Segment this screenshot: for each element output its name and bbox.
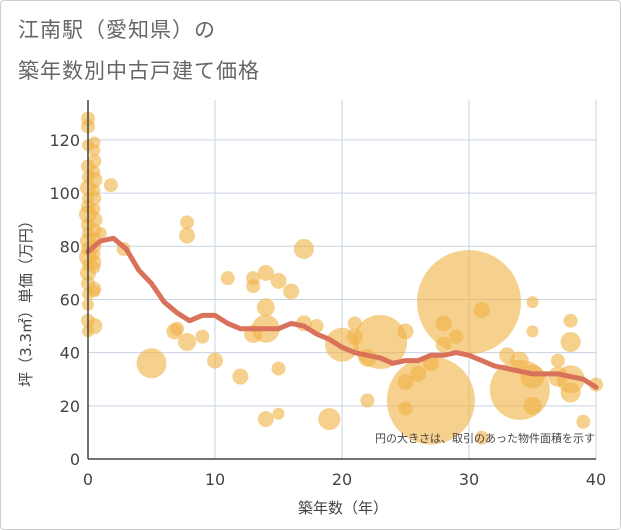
data-point [257, 264, 274, 281]
data-point [435, 336, 452, 353]
data-point [88, 184, 101, 197]
y-tick-label: 60 [60, 290, 80, 309]
data-point [220, 271, 235, 286]
data-point [397, 323, 414, 340]
x-tick-label: 30 [459, 470, 479, 489]
data-point [88, 285, 101, 298]
data-point [318, 408, 341, 431]
data-point [560, 382, 581, 403]
data-point [293, 238, 314, 259]
x-tick-label: 0 [83, 470, 93, 489]
data-point [178, 332, 197, 351]
data-point [550, 353, 565, 368]
x-axis-label: 築年数（年） [298, 499, 388, 517]
data-point [283, 283, 300, 300]
data-point [195, 329, 210, 344]
data-point [523, 396, 542, 415]
data-point [136, 348, 167, 379]
y-axis-label: 坪（3.3㎡）単価（万円） [17, 213, 35, 387]
data-point [449, 329, 464, 344]
y-tick-label: 20 [60, 397, 80, 416]
y-tick-label: 40 [60, 344, 80, 363]
data-point [347, 316, 362, 331]
data-point [88, 261, 101, 274]
data-point [576, 414, 591, 429]
data-point [169, 321, 184, 336]
y-tick-label: 120 [49, 131, 80, 150]
trend-line [85, 235, 599, 390]
data-point [417, 250, 521, 355]
data-point [87, 154, 102, 169]
x-tick-label: 40 [586, 470, 606, 489]
chart-title-line2: 築年数別中古戸建て価格 [18, 59, 260, 83]
data-point [499, 347, 516, 364]
data-point [207, 352, 223, 369]
y-tick-label: 80 [60, 237, 80, 256]
data-point [94, 226, 107, 239]
data-point [526, 296, 539, 309]
data-point [360, 393, 375, 408]
data-point [180, 215, 195, 230]
data-point [232, 368, 249, 385]
y-tick-label: 0 [70, 450, 80, 469]
data-point [257, 411, 274, 428]
y-tick-label: 100 [49, 184, 80, 203]
data-point [398, 401, 413, 416]
data-point [435, 315, 452, 332]
data-point [397, 373, 414, 390]
bubble-layer [79, 111, 603, 445]
data-point [560, 331, 581, 352]
x-tick-label: 20 [332, 470, 352, 489]
chart-title-line1: 江南駅（愛知県）の [18, 18, 216, 42]
data-point [270, 272, 287, 289]
data-point [246, 279, 261, 294]
data-point [510, 351, 529, 370]
data-point [410, 365, 427, 382]
x-tick-label: 10 [205, 470, 225, 489]
data-point [103, 178, 118, 193]
data-point [256, 298, 275, 317]
data-point [88, 165, 101, 178]
data-point [179, 227, 196, 244]
data-point [526, 325, 539, 338]
bubble-size-note: 円の大きさは、取引のあった物件面積を示す [375, 431, 595, 445]
data-point [88, 144, 101, 157]
data-point [563, 313, 578, 328]
data-point [88, 203, 101, 216]
data-point [271, 361, 286, 376]
data-point [474, 430, 489, 445]
data-point [272, 407, 285, 420]
data-point [346, 328, 363, 345]
data-point [473, 302, 490, 319]
axes: 0 10 20 30 40 0 20 40 60 80 100 120 [49, 100, 606, 489]
